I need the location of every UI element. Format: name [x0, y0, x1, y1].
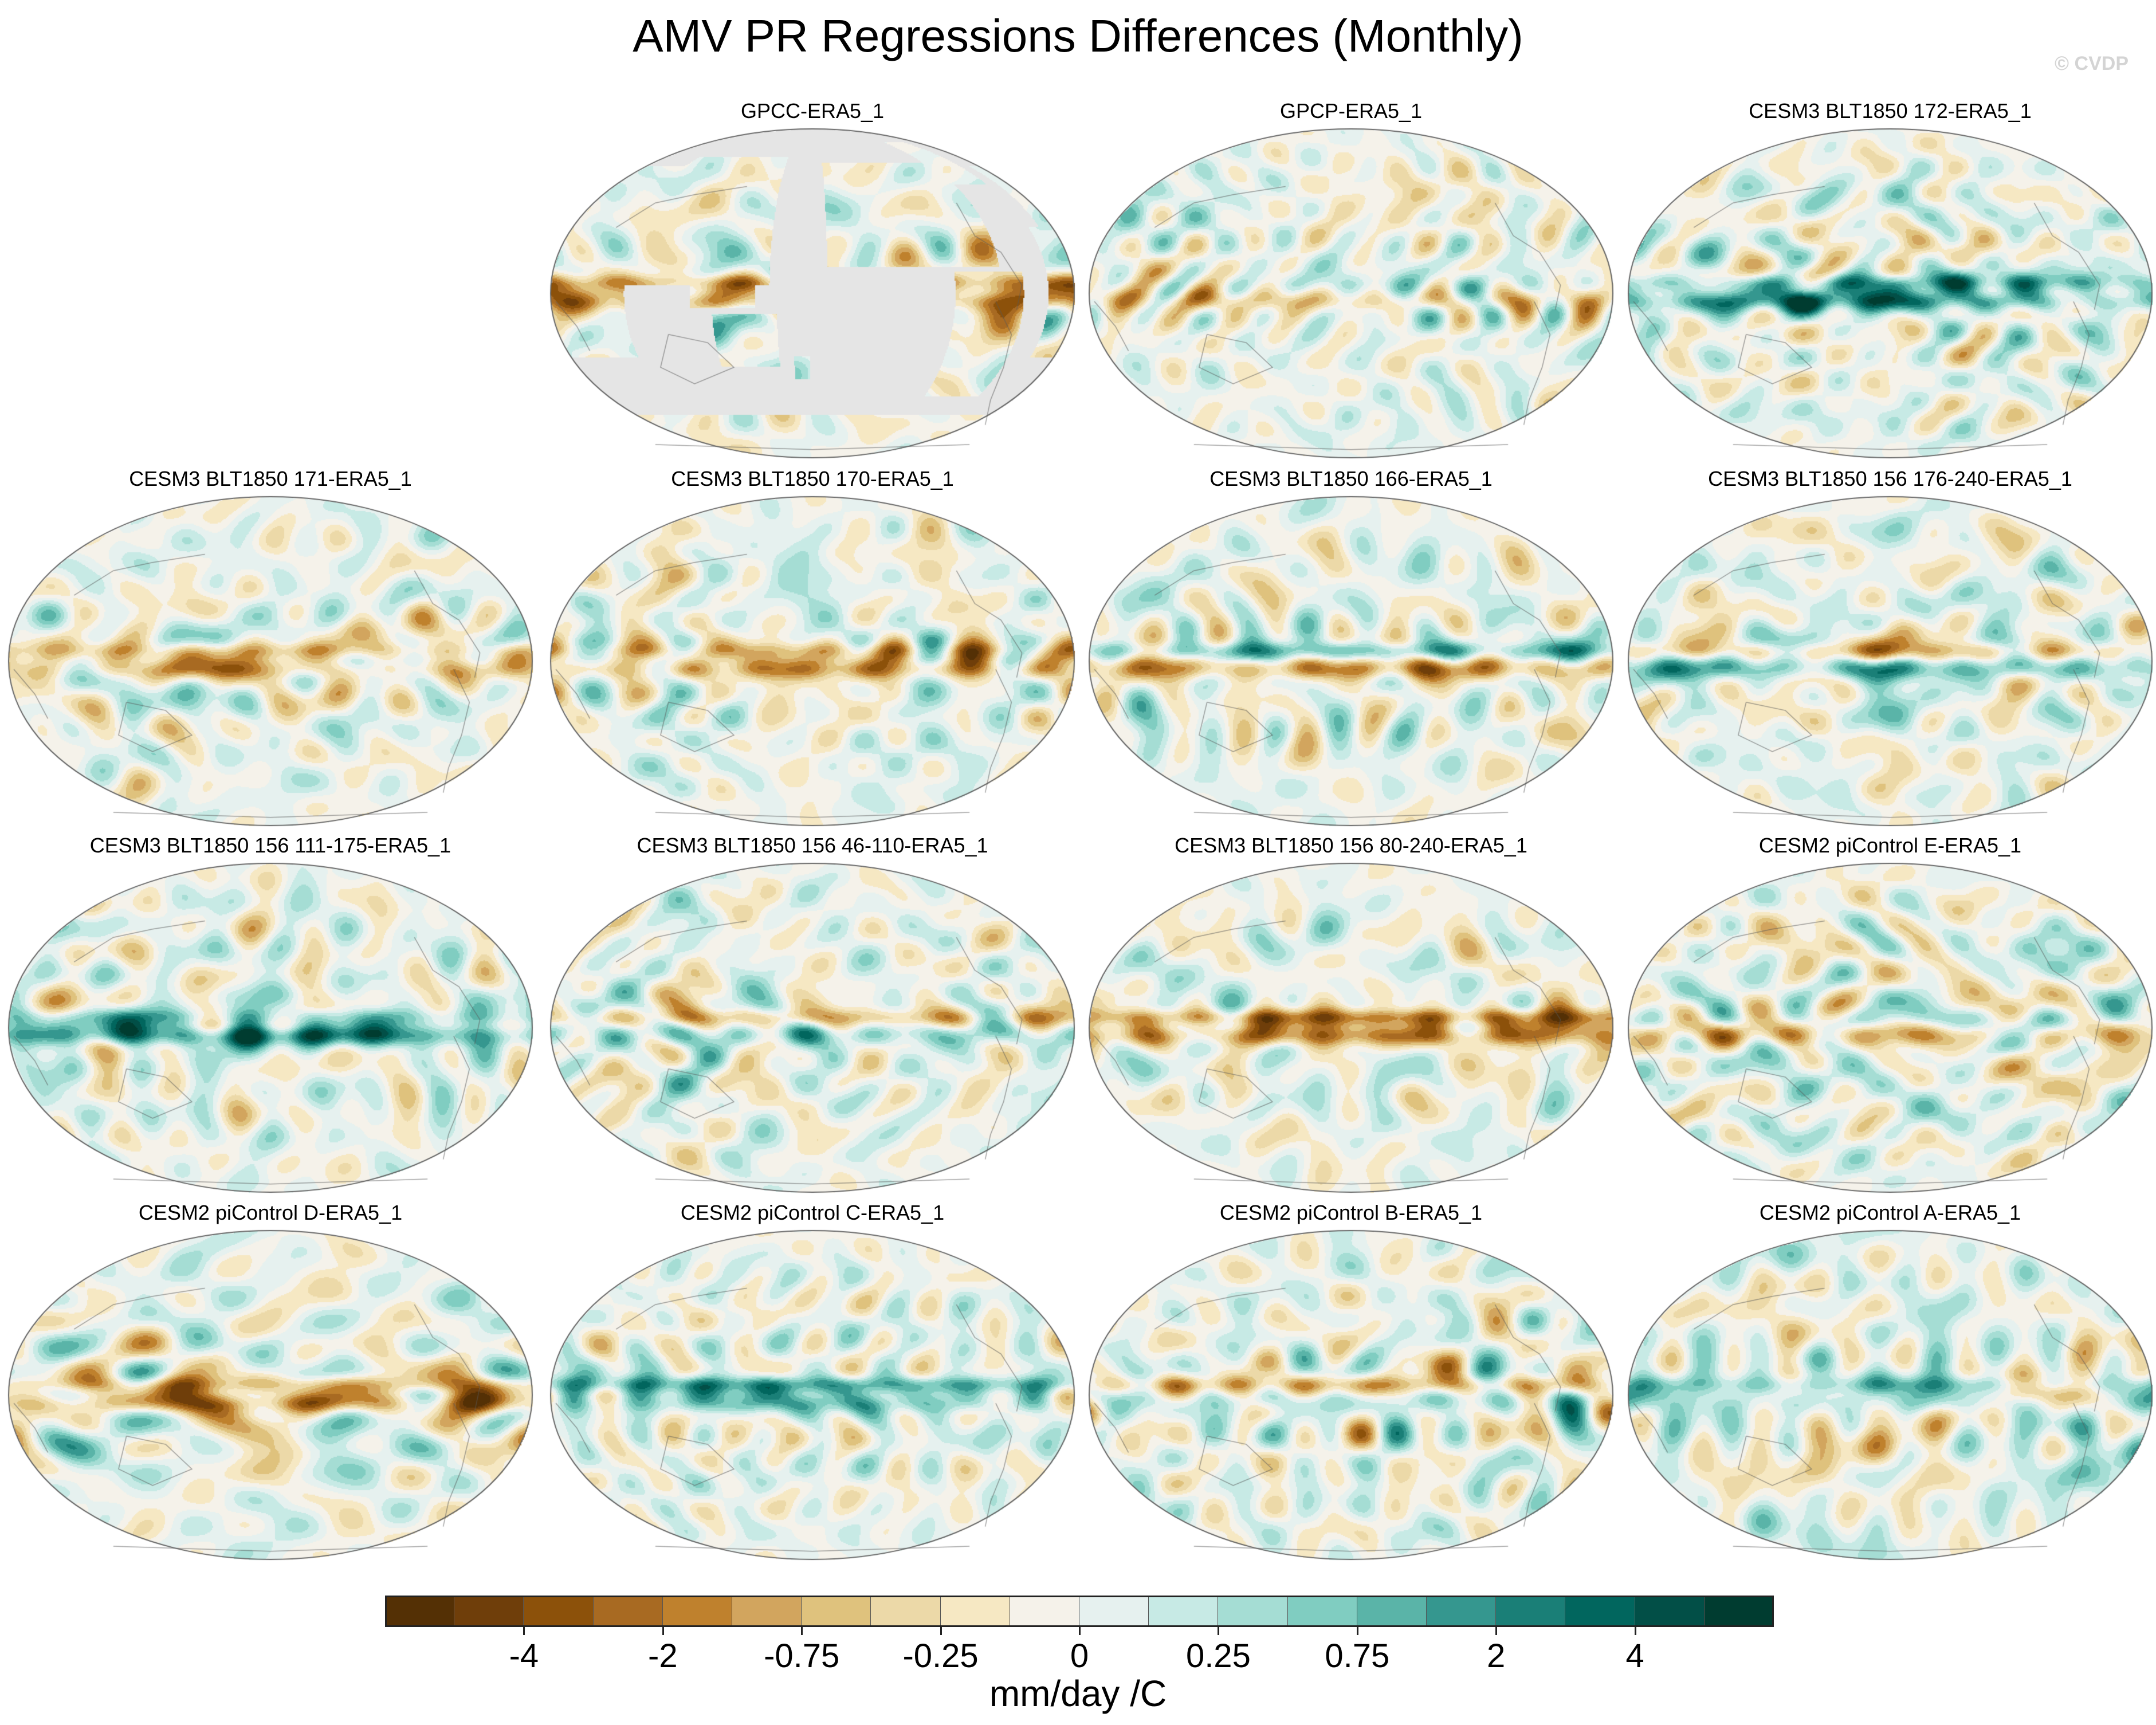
colorbar-cell	[1357, 1596, 1427, 1627]
panel-title: CESM2 piControl B-ERA5_1	[1219, 1201, 1483, 1224]
panel-title: CESM3 BLT1850 170-ERA5_1	[671, 467, 954, 490]
colorbar-tick	[662, 1627, 664, 1635]
colorbar-cell	[1565, 1596, 1635, 1627]
map-panel: CESM3 BLT1850 166-ERA5_1	[1085, 465, 1617, 832]
colorbar-tick	[1495, 1627, 1498, 1635]
panel-title: CESM3 BLT1850 166-ERA5_1	[1209, 467, 1493, 490]
panel-title: GPCC-ERA5_1	[740, 99, 885, 123]
map-panel: CESM2 piControl D-ERA5_1	[4, 1199, 537, 1566]
colorbar-cell	[802, 1596, 871, 1627]
colorbar-tick-label: 0	[1070, 1637, 1089, 1675]
precip-regression-map	[7, 862, 534, 1194]
colorbar-tick-label: 4	[1625, 1637, 1644, 1675]
colorbar-tick-label: -0.75	[764, 1637, 840, 1675]
colorbar-tick-label: 0.25	[1185, 1637, 1251, 1675]
map-panel: GPCP-ERA5_1	[1085, 97, 1617, 464]
precip-regression-map	[7, 495, 534, 827]
map-panel: CESM2 piControl C-ERA5_1	[546, 1199, 1079, 1566]
map-panel: CESM2 piControl E-ERA5_1	[1624, 832, 2156, 1199]
panel-title: CESM3 BLT1850 156 111-175-ERA5_1	[89, 834, 451, 857]
colorbar-cell	[454, 1596, 524, 1627]
panel-title: CESM2 piControl C-ERA5_1	[680, 1201, 945, 1224]
panel-title: GPCP-ERA5_1	[1279, 99, 1423, 123]
map-panel: GPCC-ERA5_1	[546, 97, 1079, 464]
colorbar-cell	[732, 1596, 802, 1627]
colorbar-tick	[1218, 1627, 1220, 1635]
precip-regression-map	[1087, 495, 1615, 827]
precip-regression-map	[549, 495, 1076, 827]
panel-title: CESM2 piControl E-ERA5_1	[1758, 834, 2022, 857]
colorbar-cell	[940, 1596, 1010, 1627]
colorbar-tick	[1079, 1627, 1081, 1635]
precip-regression-map	[1087, 862, 1615, 1194]
panel-title: CESM3 BLT1850 156 176-240-ERA5_1	[1708, 467, 2072, 490]
map-panel: CESM3 BLT1850 156 80-240-ERA5_1	[1085, 832, 1617, 1199]
precip-regression-map	[1087, 127, 1615, 459]
map-panel: CESM3 BLT1850 171-ERA5_1	[4, 465, 537, 832]
colorbar-tick	[940, 1627, 942, 1635]
panel-title: CESM3 BLT1850 156 80-240-ERA5_1	[1175, 834, 1527, 857]
map-panel: CESM3 BLT1850 156 46-110-ERA5_1	[546, 832, 1079, 1199]
colorbar-tick-label: 0.75	[1325, 1637, 1390, 1675]
copyright-watermark: © CVDP	[2055, 53, 2128, 74]
colorbar-tick-label: -0.25	[902, 1637, 979, 1675]
colorbar-cell	[593, 1596, 663, 1627]
colorbar-units-label: mm/day /C	[989, 1673, 1167, 1714]
precip-regression-map	[1627, 495, 2154, 827]
colorbar-cell	[1149, 1596, 1219, 1627]
colorbar-tick-label: 2	[1487, 1637, 1506, 1675]
precip-regression-map	[549, 862, 1076, 1194]
panel-title: CESM2 piControl A-ERA5_1	[1759, 1201, 2021, 1224]
map-panel: CESM3 BLT1850 172-ERA5_1	[1624, 97, 2156, 464]
precip-regression-map	[1087, 1229, 1615, 1561]
colorbar-cell	[1010, 1596, 1079, 1627]
precip-regression-map	[1627, 127, 2154, 459]
map-panel: CESM3 BLT1850 156 176-240-ERA5_1	[1624, 465, 2156, 832]
colorbar-cell	[1287, 1596, 1357, 1627]
colorbar-tick-label: -2	[648, 1637, 678, 1675]
colorbar-cell	[1496, 1596, 1566, 1627]
colorbar-tick-label: -4	[509, 1637, 539, 1675]
precip-regression-map	[1627, 862, 2154, 1194]
colorbar-tick	[801, 1627, 803, 1635]
colorbar-cell	[524, 1596, 594, 1627]
colorbar-tick	[1634, 1627, 1636, 1635]
colorbar-cell	[1635, 1596, 1705, 1627]
panel-title: CESM3 BLT1850 172-ERA5_1	[1749, 99, 2032, 123]
map-panel: CESM2 piControl A-ERA5_1	[1624, 1199, 2156, 1566]
map-panel: CESM3 BLT1850 156 111-175-ERA5_1	[4, 832, 537, 1199]
figure-title: AMV PR Regressions Differences (Monthly)	[633, 10, 1523, 61]
colorbar-cell	[385, 1596, 455, 1627]
colorbar	[385, 1596, 1774, 1627]
precip-regression-map	[1627, 1229, 2154, 1561]
precip-regression-map	[549, 1229, 1076, 1561]
panel-title: CESM2 piControl D-ERA5_1	[138, 1201, 403, 1224]
map-panel: CESM2 piControl B-ERA5_1	[1085, 1199, 1617, 1566]
precip-regression-map	[549, 127, 1076, 459]
colorbar-cell	[662, 1596, 732, 1627]
colorbar-tick	[1356, 1627, 1358, 1635]
colorbar-tick	[523, 1627, 525, 1635]
colorbar-cell	[1427, 1596, 1497, 1627]
colorbar-cell	[1218, 1596, 1288, 1627]
precip-regression-map	[7, 1229, 534, 1561]
panel-title: CESM3 BLT1850 156 46-110-ERA5_1	[637, 834, 988, 857]
map-panel: CESM3 BLT1850 170-ERA5_1	[546, 465, 1079, 832]
colorbar-cell	[1704, 1596, 1774, 1627]
colorbar-cell	[871, 1596, 941, 1627]
colorbar-cell	[1079, 1596, 1149, 1627]
panel-title: CESM3 BLT1850 171-ERA5_1	[129, 467, 412, 490]
